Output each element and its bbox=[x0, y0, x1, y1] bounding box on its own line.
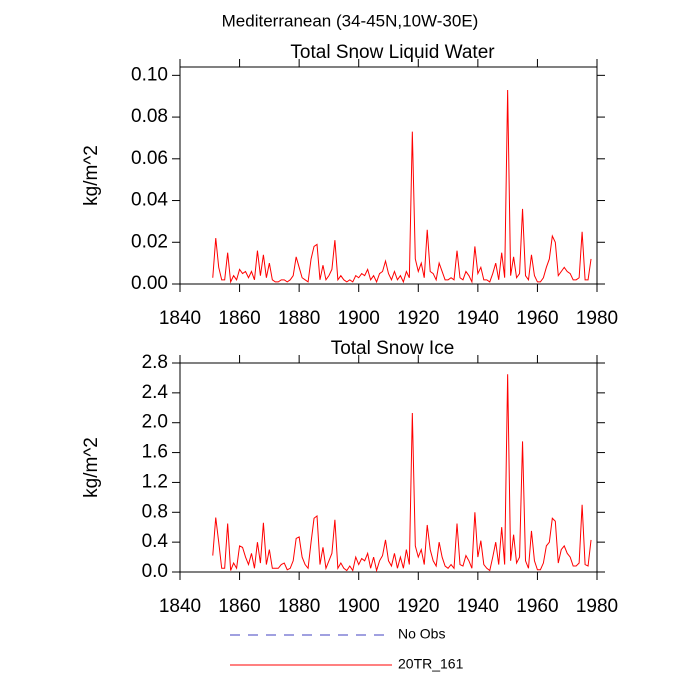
x-tick-label: 1920 bbox=[397, 596, 439, 617]
y-tick-label: 0.0 bbox=[142, 561, 168, 582]
y-tick-label: 0.02 bbox=[131, 231, 168, 252]
x-tick-label: 1940 bbox=[457, 596, 499, 617]
x-tick-label: 1840 bbox=[159, 596, 201, 617]
y-tick-label: 2.0 bbox=[142, 412, 168, 433]
y-axis-label: kg/m^2 bbox=[81, 437, 102, 498]
y-tick-label: 2.4 bbox=[142, 382, 169, 403]
x-tick-label: 1980 bbox=[576, 308, 618, 329]
x-tick-label: 1960 bbox=[516, 308, 558, 329]
x-tick-label: 1840 bbox=[159, 308, 201, 329]
x-tick-label: 1880 bbox=[278, 596, 320, 617]
y-tick-label: 0.06 bbox=[131, 148, 168, 169]
y-tick-label: 0.10 bbox=[131, 64, 168, 85]
plot-frame bbox=[179, 66, 598, 285]
panel-title: Total Snow Ice bbox=[331, 338, 455, 359]
x-tick-label: 1860 bbox=[218, 596, 260, 617]
y-tick-label: 1.2 bbox=[142, 471, 168, 492]
y-tick-label: 0.4 bbox=[142, 531, 169, 552]
figure-title: Mediterranean (34-45N,10W-30E) bbox=[222, 11, 479, 30]
x-tick-label: 1940 bbox=[457, 308, 499, 329]
x-tick-label: 1920 bbox=[397, 308, 439, 329]
y-tick-label: 0.08 bbox=[131, 106, 168, 127]
y-tick-label: 0.00 bbox=[131, 273, 168, 294]
x-tick-label: 1900 bbox=[338, 596, 380, 617]
y-tick-label: 0.04 bbox=[131, 190, 168, 211]
legend-label: No Obs bbox=[398, 626, 445, 642]
data-line bbox=[212, 89, 592, 284]
x-tick-label: 1980 bbox=[576, 596, 618, 617]
plot-frame bbox=[179, 362, 598, 573]
legend-label: 20TR_161 bbox=[398, 656, 464, 672]
data-line bbox=[212, 374, 592, 573]
x-tick-label: 1900 bbox=[338, 308, 380, 329]
y-tick-label: 2.8 bbox=[142, 352, 168, 373]
x-tick-label: 1860 bbox=[218, 308, 260, 329]
x-tick-label: 1960 bbox=[516, 596, 558, 617]
y-axis-label: kg/m^2 bbox=[81, 145, 102, 206]
y-tick-label: 1.6 bbox=[142, 442, 168, 463]
y-tick-label: 0.8 bbox=[142, 501, 168, 522]
panel-title: Total Snow Liquid Water bbox=[290, 42, 495, 63]
x-tick-label: 1880 bbox=[278, 308, 320, 329]
